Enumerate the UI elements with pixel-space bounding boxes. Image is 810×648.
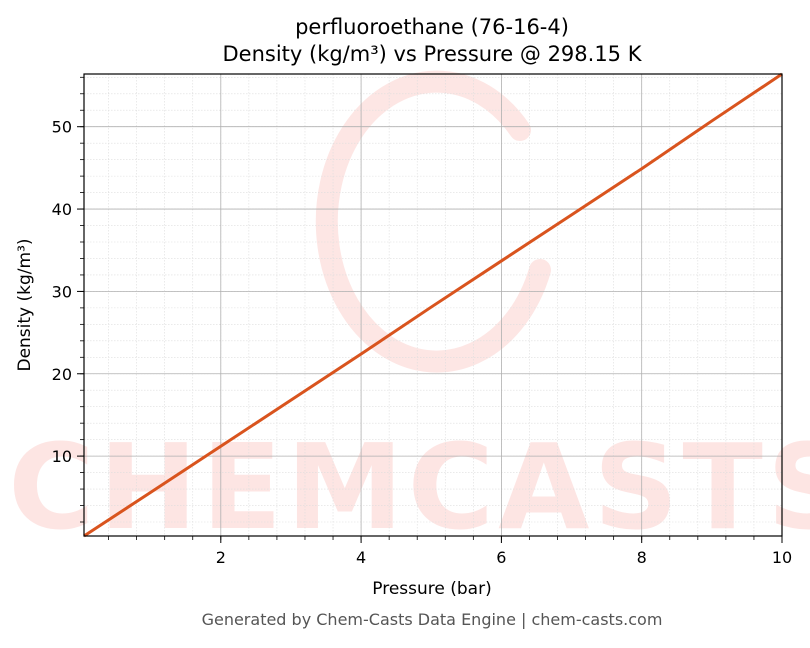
y-tick-label: 40 (52, 200, 72, 219)
chart-title-line2: Density (kg/m³) vs Pressure @ 298.15 K (222, 42, 642, 66)
watermark-logo: CHEMCASTS (8, 70, 810, 556)
x-tick-label: 2 (216, 548, 226, 567)
plot-area-frame (83, 73, 783, 537)
series-layer (83, 72, 783, 538)
y-axis-ticks: 10 20 30 40 50 (52, 76, 84, 523)
y-tick-label: 10 (52, 447, 72, 466)
y-axis-label: Density (kg/m³) (15, 238, 35, 371)
watermark-swirl (315, 70, 551, 373)
watermark-text: CHEMCASTS (8, 418, 810, 556)
y-tick-label: 20 (52, 365, 72, 384)
series-line-density (83, 72, 783, 538)
y-tick-label: 30 (52, 282, 72, 301)
x-tick-label: 6 (496, 548, 506, 567)
x-tick-label: 4 (356, 548, 366, 567)
x-axis-label: Pressure (bar) (372, 579, 491, 599)
y-tick-label: 50 (52, 118, 72, 137)
x-tick-label: 8 (637, 548, 647, 567)
x-axis-ticks: 2 4 6 8 10 (108, 536, 792, 567)
x-tick-label: 10 (772, 548, 792, 567)
chart-title-line1: perfluoroethane (76-16-4) (295, 15, 569, 39)
footer-credit: Generated by Chem-Casts Data Engine | ch… (202, 610, 663, 629)
